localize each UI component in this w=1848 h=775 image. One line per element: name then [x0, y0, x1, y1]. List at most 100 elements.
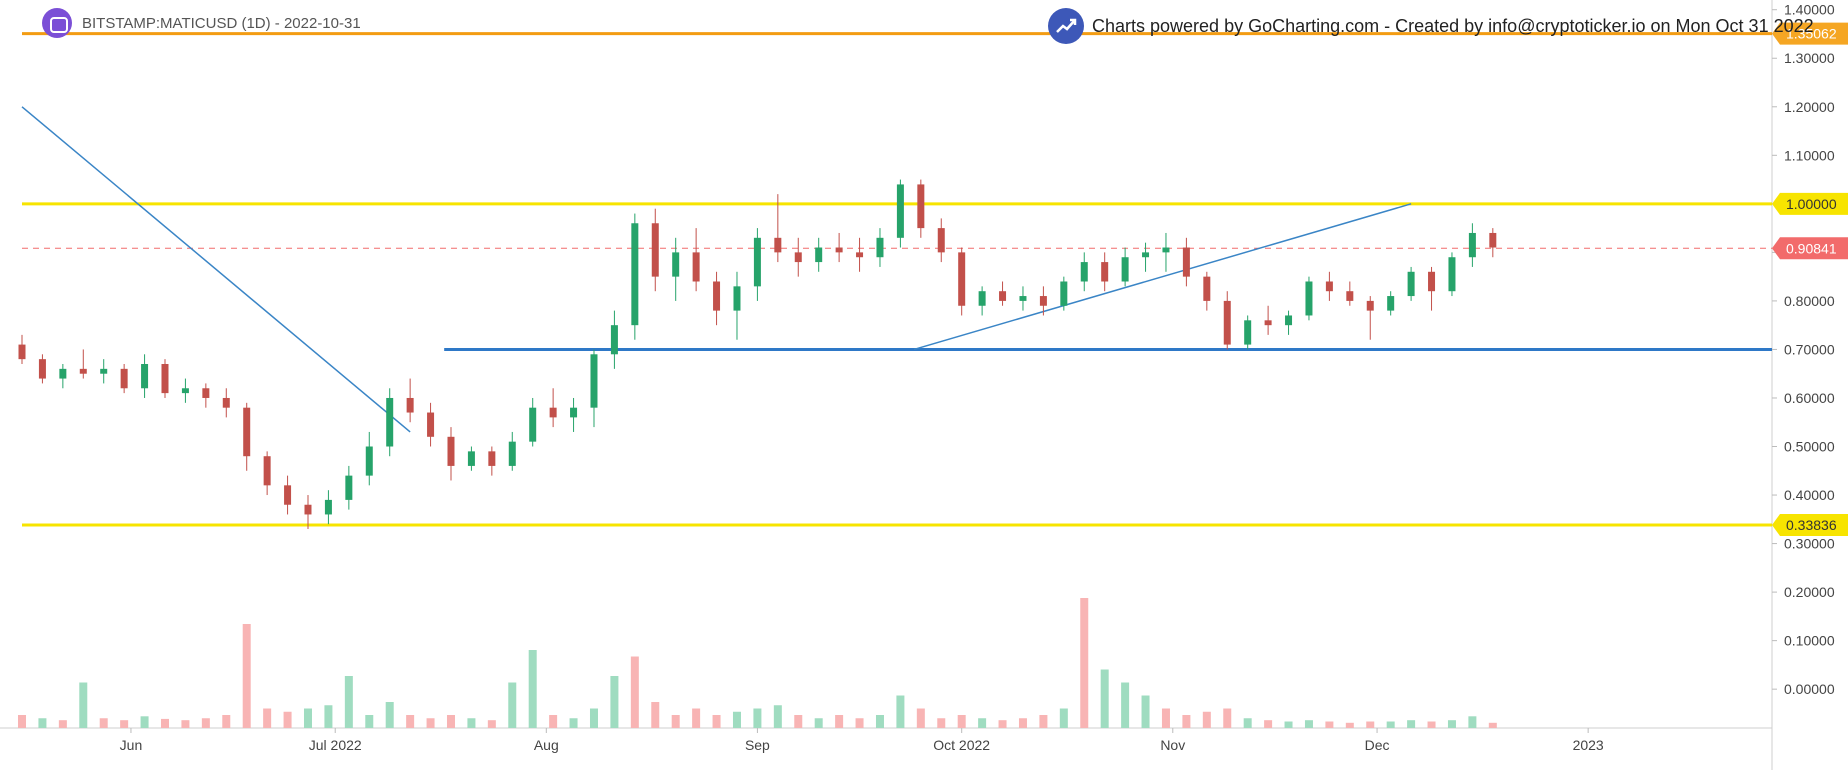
x-tick-label: Jul 2022 [309, 737, 362, 753]
candle-body [345, 475, 353, 500]
volume-bar [426, 718, 435, 728]
y-tick-label: 1.30000 [1784, 50, 1835, 66]
volume-bar [1366, 721, 1375, 728]
candle-body [1039, 296, 1047, 306]
candle-body [1346, 291, 1354, 301]
volume-bar [835, 715, 844, 728]
candle-body [774, 237, 782, 253]
candle-body [651, 223, 659, 277]
volume-bar [937, 718, 946, 728]
candle-body [304, 504, 312, 515]
volume-bar [201, 718, 210, 728]
candle-body [753, 237, 761, 287]
volume-bar [549, 715, 558, 728]
candle-body [284, 485, 292, 505]
volume-bar [222, 715, 231, 728]
volume-bar [446, 715, 455, 728]
volume-bar [365, 715, 374, 728]
candle-body [1121, 257, 1129, 282]
candle-body [365, 446, 373, 476]
candle-body [79, 368, 87, 374]
volume-bar [263, 708, 272, 728]
candle-body [958, 252, 966, 306]
candle-body [120, 368, 128, 389]
candle-body [1428, 271, 1436, 292]
candle-body [386, 397, 394, 447]
y-tick-label: 0.70000 [1784, 341, 1835, 357]
candle-body [794, 252, 802, 263]
x-tick-label: Aug [534, 737, 559, 753]
volume-bar [1427, 721, 1436, 728]
candle-body [876, 237, 884, 258]
candle-body [999, 291, 1007, 301]
volume-bar [1039, 715, 1048, 728]
y-tick-label: 0.80000 [1784, 293, 1835, 309]
volume-bar [1345, 722, 1354, 728]
candle-body [1468, 232, 1476, 258]
volume-bar [508, 682, 517, 728]
candle-body [692, 252, 700, 282]
price-tag-label: 0.33836 [1786, 517, 1837, 533]
volume-bar [855, 718, 864, 728]
candle-body [1060, 281, 1068, 306]
candle-body [1325, 281, 1333, 292]
price-tag [1772, 192, 1848, 215]
y-tick-label: 1.10000 [1784, 147, 1835, 163]
candle-body [1203, 276, 1211, 301]
volume-bar [1121, 682, 1130, 728]
volume-bar [120, 720, 129, 728]
candle-body [243, 407, 251, 457]
candle-body [1366, 300, 1374, 311]
volume-bar [1264, 720, 1273, 728]
candle-body [610, 325, 618, 355]
y-tick-label: 0.60000 [1784, 390, 1835, 406]
trendline [21, 106, 411, 433]
volume-bar [957, 715, 966, 728]
candle-body [937, 228, 945, 253]
volume-bar [1243, 718, 1252, 728]
volume-bar [651, 702, 660, 728]
candle-body [427, 412, 435, 437]
candle-body [529, 407, 537, 442]
volume-bar [916, 708, 925, 728]
volume-bar [160, 718, 169, 728]
candle-body [1182, 247, 1190, 277]
candle-body [631, 223, 639, 326]
volume-bar [610, 676, 619, 728]
candle-body [917, 184, 925, 229]
volume-bar [712, 715, 721, 728]
candle-body [406, 397, 414, 413]
volume-bar [1182, 715, 1191, 728]
y-tick-label: 0.40000 [1784, 487, 1835, 503]
volume-bar [732, 711, 741, 728]
candle-body [467, 451, 475, 466]
candle-body [978, 291, 986, 306]
candle-body [1285, 315, 1293, 326]
candle-body [263, 456, 271, 486]
volume-bar [773, 705, 782, 728]
candle-body [488, 451, 496, 466]
volume-bar [569, 718, 578, 728]
volume-bar [671, 715, 680, 728]
candle-body [1489, 232, 1497, 248]
candle-body [570, 407, 578, 418]
x-tick-label: Sep [745, 737, 770, 753]
volume-bar [794, 715, 803, 728]
candle-body [202, 388, 210, 398]
volume-bar [283, 711, 292, 728]
candle-body [100, 368, 108, 374]
candle-body [856, 252, 864, 258]
volume-bar [58, 720, 67, 728]
x-tick-label: Dec [1365, 737, 1390, 753]
volume-bar [1100, 669, 1109, 728]
candle-body [835, 247, 843, 253]
candle-body [1305, 281, 1313, 316]
volume-bar [589, 708, 598, 728]
candle-body [1101, 262, 1109, 282]
price-tag [1772, 22, 1848, 45]
volume-bar [1325, 721, 1334, 728]
y-tick-label: 0.50000 [1784, 439, 1835, 455]
y-tick-label: 0.10000 [1784, 633, 1835, 649]
volume-bar [79, 682, 88, 728]
